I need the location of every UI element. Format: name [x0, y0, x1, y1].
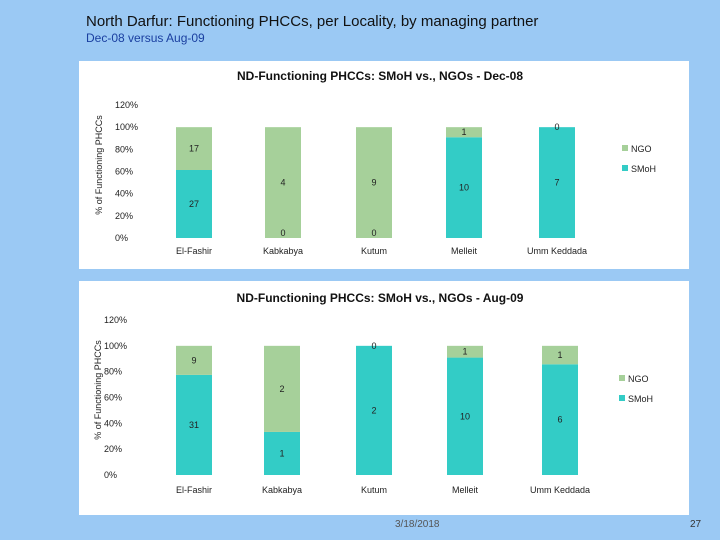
y-tick-label: 20%: [104, 444, 122, 454]
x-category-label: El-Fashir: [176, 246, 212, 256]
y-tick-label: 120%: [115, 100, 138, 110]
data-label-ngo: 9: [191, 355, 196, 365]
slide-subtitle: Dec-08 versus Aug-09: [86, 31, 205, 45]
data-label-ngo: 2: [279, 384, 284, 394]
bar-smoh: [176, 374, 212, 475]
y-tick-label: 40%: [115, 189, 133, 199]
data-label-ngo: 17: [189, 144, 199, 154]
x-category-label: Umm Keddada: [530, 485, 590, 495]
y-tick-label: 20%: [115, 211, 133, 221]
slide-title: North Darfur: Functioning PHCCs, per Loc…: [86, 13, 539, 30]
data-label-smoh: 10: [459, 183, 469, 193]
bar-ngo: [176, 127, 212, 170]
legend-label-smoh: SMoH: [631, 164, 656, 174]
bar-ngo: [446, 127, 482, 138]
chart-dec-08: ND-Functioning PHCCs: SMoH vs., NGOs - D…: [94, 69, 656, 256]
y-tick-label: 40%: [104, 418, 122, 428]
data-label-smoh: 27: [189, 199, 199, 209]
data-label-smoh: 1: [279, 448, 284, 458]
data-label-smoh: 10: [460, 411, 470, 421]
data-label-ngo: 1: [557, 350, 562, 360]
bar-smoh: [446, 137, 482, 238]
y-axis-label: % of Functioning PHCCs: [94, 115, 104, 215]
y-tick-label: 80%: [104, 367, 122, 377]
y-tick-label: 60%: [115, 167, 133, 177]
y-tick-label: 60%: [104, 393, 122, 403]
data-label-ngo: 1: [461, 127, 466, 137]
chart-panel-dec-08: ND-Functioning PHCCs: SMoH vs., NGOs - D…: [79, 61, 689, 269]
x-category-label: Kabkabya: [263, 246, 303, 256]
bar-smoh: [539, 127, 575, 238]
bar-smoh: [447, 357, 483, 475]
y-tick-label: 120%: [104, 315, 127, 325]
chart-title: ND-Functioning PHCCs: SMoH vs., NGOs - A…: [237, 291, 524, 305]
data-label-smoh: 6: [557, 415, 562, 425]
chart-panel-aug-09: ND-Functioning PHCCs: SMoH vs., NGOs - A…: [79, 281, 689, 515]
bar-ngo: [447, 345, 483, 358]
legend-label-ngo: NGO: [631, 144, 652, 154]
y-tick-label: 100%: [104, 341, 127, 351]
data-label-smoh: 2: [371, 405, 376, 415]
legend-label-smoh: SMoH: [628, 394, 653, 404]
data-label-smoh: 7: [554, 178, 559, 188]
bar-ngo: [264, 345, 300, 432]
y-tick-label: 0%: [115, 233, 128, 243]
legend-swatch-ngo: [622, 145, 628, 151]
legend-swatch-ngo: [619, 375, 625, 381]
data-label-ngo: 9: [371, 178, 376, 188]
x-category-label: Kabkabya: [262, 485, 302, 495]
y-tick-label: 0%: [104, 470, 117, 480]
data-label-ngo: 1: [462, 347, 467, 357]
x-category-label: Umm Keddada: [527, 246, 587, 256]
data-label-ngo: 0: [371, 341, 376, 351]
data-label-ngo: 0: [554, 122, 559, 132]
x-category-label: Kutum: [361, 485, 387, 495]
x-category-label: Melleit: [452, 485, 479, 495]
data-label-ngo: 4: [280, 178, 285, 188]
page-number: 27: [690, 519, 702, 530]
bar-ngo: [356, 127, 392, 238]
chart-title: ND-Functioning PHCCs: SMoH vs., NGOs - D…: [237, 69, 523, 83]
y-tick-label: 100%: [115, 122, 138, 132]
y-tick-label: 80%: [115, 144, 133, 154]
bar-smoh: [176, 169, 212, 238]
y-axis-label: % of Functioning PHCCs: [93, 340, 103, 440]
x-category-label: Melleit: [451, 246, 478, 256]
footer-date: 3/18/2018: [395, 519, 440, 530]
x-category-label: El-Fashir: [176, 485, 212, 495]
bar-smoh: [356, 345, 392, 475]
bar-smoh: [264, 431, 300, 475]
legend-swatch-smoh: [622, 165, 628, 171]
bar-ngo: [542, 345, 578, 365]
bar-ngo: [265, 127, 301, 238]
legend-swatch-smoh: [619, 395, 625, 401]
bar-smoh: [542, 364, 578, 475]
chart-aug-09: ND-Functioning PHCCs: SMoH vs., NGOs - A…: [93, 291, 653, 495]
bar-ngo: [176, 345, 212, 375]
data-label-smoh: 31: [189, 420, 199, 430]
x-category-label: Kutum: [361, 246, 387, 256]
data-label-smoh: 0: [280, 228, 285, 238]
data-label-smoh: 0: [371, 228, 376, 238]
legend-label-ngo: NGO: [628, 374, 649, 384]
